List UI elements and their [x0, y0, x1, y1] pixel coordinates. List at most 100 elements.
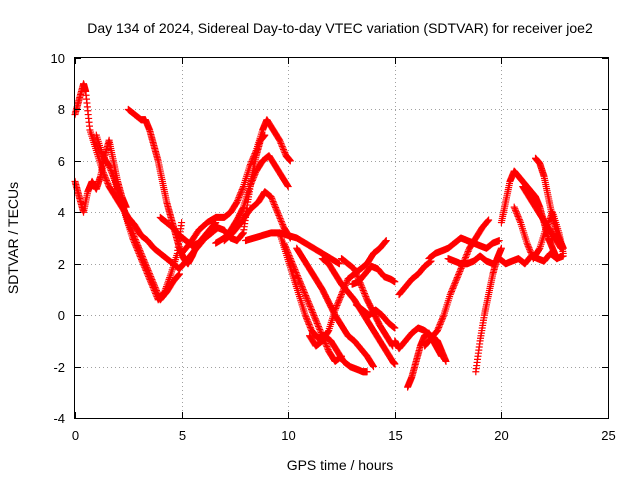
data-point	[292, 268, 300, 276]
y-axis-title: SDTVAR / TECUs	[5, 182, 21, 294]
data-point	[451, 278, 459, 286]
data-point	[338, 289, 346, 297]
data-point	[144, 271, 152, 279]
data-point	[302, 292, 310, 300]
data-point	[136, 251, 144, 259]
data-point	[369, 362, 377, 370]
data-point	[353, 271, 361, 279]
data-point	[316, 326, 324, 334]
data-point	[103, 176, 111, 184]
data-point	[335, 297, 343, 305]
axis-ticks	[75, 58, 609, 419]
data-point	[336, 294, 344, 302]
data-point	[450, 281, 458, 289]
data-point	[178, 219, 186, 227]
data-point	[250, 173, 258, 181]
data-point	[483, 218, 491, 226]
data-point	[130, 237, 138, 245]
data-point	[306, 302, 314, 310]
data-point	[338, 352, 345, 360]
y-tick-label: 4	[58, 205, 65, 220]
data-point	[304, 296, 312, 304]
data-point	[484, 217, 492, 225]
data-point	[284, 248, 292, 256]
data-point	[449, 283, 457, 291]
data-point	[527, 248, 535, 256]
data-point	[151, 288, 159, 296]
data-point	[464, 247, 472, 255]
data-point	[303, 314, 311, 322]
data-point	[249, 154, 257, 162]
data-point	[333, 301, 341, 309]
data-point	[284, 182, 292, 190]
data-point	[129, 234, 137, 242]
data-point	[248, 156, 256, 164]
data-point	[106, 165, 114, 173]
data-point	[446, 291, 454, 299]
data-point	[302, 293, 310, 301]
data-point	[449, 284, 457, 292]
grid-lines	[75, 58, 608, 418]
data-point	[140, 262, 148, 270]
data-point	[108, 168, 116, 176]
data-point	[335, 260, 343, 268]
data-point	[526, 247, 534, 255]
data-point	[437, 317, 445, 325]
data-point	[146, 276, 154, 284]
data-point	[338, 291, 345, 299]
x-tick-label: 5	[179, 428, 186, 443]
data-point	[524, 242, 532, 250]
data-point	[332, 304, 340, 312]
data-point	[300, 289, 308, 297]
series-sat-r	[352, 301, 399, 332]
data-point	[448, 287, 456, 295]
data-point	[251, 170, 259, 178]
data-point	[304, 319, 312, 327]
data-point	[556, 243, 564, 251]
data-point	[132, 243, 140, 251]
data-point	[523, 239, 531, 247]
data-point	[267, 193, 275, 201]
data-point	[331, 306, 339, 314]
data-point	[248, 176, 256, 184]
data-point	[462, 254, 470, 262]
data-point	[143, 268, 151, 276]
data-point	[369, 363, 377, 371]
data-point	[270, 201, 278, 209]
data-point	[334, 300, 342, 308]
data-point	[268, 196, 276, 204]
data-point	[274, 208, 282, 216]
data-point	[304, 298, 312, 306]
data-point	[535, 245, 543, 253]
data-point	[442, 357, 450, 365]
data-point	[456, 267, 464, 275]
data-point	[391, 324, 399, 332]
data-point	[293, 270, 301, 278]
data-point	[281, 241, 289, 249]
data-point	[129, 236, 137, 244]
data-point	[146, 277, 154, 285]
data-point	[438, 352, 446, 360]
data-point	[139, 259, 147, 267]
data-point	[350, 265, 358, 273]
data-point	[246, 183, 254, 191]
data-point	[453, 274, 461, 282]
data-point	[310, 312, 318, 320]
data-point	[303, 316, 311, 324]
data-point	[103, 178, 111, 186]
y-tick-label: 10	[51, 51, 65, 66]
data-point	[306, 322, 314, 330]
data-point	[311, 315, 319, 323]
data-point	[283, 247, 291, 255]
data-point	[284, 250, 292, 258]
data-point	[513, 209, 521, 217]
data-point	[135, 249, 143, 257]
x-tick-label: 0	[72, 428, 79, 443]
series-sat-g	[178, 116, 294, 257]
data-point	[175, 270, 183, 278]
data-point	[246, 162, 254, 170]
data-point	[300, 287, 308, 295]
series-sat-q	[348, 262, 399, 288]
data-point	[485, 216, 493, 224]
data-point	[234, 196, 242, 204]
